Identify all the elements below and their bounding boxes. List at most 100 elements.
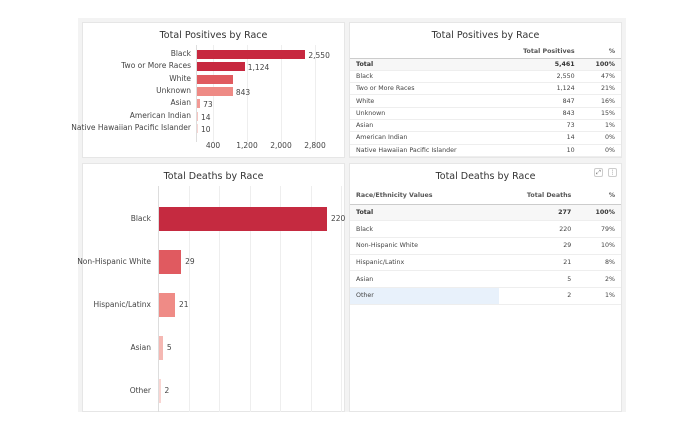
table-cell: 2%: [605, 275, 615, 283]
table-row: Black 220 79%: [350, 221, 621, 238]
chart-title: Total Positives by Race: [159, 30, 268, 41]
category-label: Asian: [170, 98, 191, 108]
gridline: [188, 186, 190, 412]
category-label: White: [169, 73, 191, 83]
table-cell: 277: [558, 208, 572, 216]
deaths-table: Race/Ethnicity Values Total Deaths% Total 2…: [350, 187, 621, 305]
table-cell: 5,461: [554, 60, 575, 68]
category-label: Unknown: [156, 85, 191, 95]
table-cell: 29: [563, 242, 572, 250]
data-label: 843: [235, 87, 251, 97]
table-cell: Other: [350, 287, 500, 305]
table-cell: 47%: [601, 72, 615, 80]
table-cell: Total: [356, 60, 374, 68]
y-axis-line: [158, 186, 159, 412]
gridline: [341, 186, 343, 412]
table-row: Other 2 1%: [350, 287, 621, 305]
kebab-menu-icon[interactable]: ⋮: [608, 168, 617, 177]
gridline: [247, 45, 248, 142]
gridline: [280, 186, 282, 412]
x-tick-label: 2,800: [304, 141, 326, 150]
table-cell: Unknown: [356, 109, 386, 117]
gridline: [219, 186, 221, 412]
data-label: 2,550: [308, 51, 330, 60]
table-cell: Asian: [356, 275, 374, 283]
bar: [197, 62, 245, 72]
x-tick-label: 2,000: [270, 141, 292, 150]
gridline: [315, 45, 316, 142]
bar: [197, 123, 198, 133]
table-cell: 14: [566, 134, 575, 142]
data-label: 21: [179, 300, 189, 309]
column-header-label: [350, 45, 499, 58]
table-header-row: Total Positives%: [350, 45, 621, 58]
category-label: Hispanic/Latinx: [93, 300, 151, 309]
table-row: Native Hawaiian Pacific Islander 10 0%: [350, 144, 621, 157]
category-label: Two or More Races: [121, 61, 191, 71]
table-row: American Indian 14 0%: [350, 132, 621, 145]
table-row: Unknown 843 15%: [350, 107, 621, 120]
table-cell: Native Hawaiian Pacific Islander: [356, 146, 457, 154]
table-cell: 100%: [595, 60, 615, 68]
table-cell: Hispanic/Latinx: [356, 258, 405, 266]
table-title: Total Positives by Race: [431, 30, 540, 41]
table-cell: 79%: [601, 225, 615, 233]
category-label: Black: [130, 214, 151, 223]
table-cell: 2,550: [556, 72, 575, 80]
expand-icon[interactable]: ⤢: [594, 168, 603, 177]
data-label: 29: [185, 257, 195, 266]
table-cell: 1%: [605, 122, 615, 130]
table-cell: 0%: [605, 134, 615, 142]
x-tick-label: 1,200: [236, 141, 258, 150]
y-axis-line: [196, 45, 197, 142]
table-cell: White: [356, 97, 375, 105]
x-tick-label: 400: [205, 141, 221, 150]
table-header-row: Race/Ethnicity Values Total Deaths%: [350, 187, 621, 204]
bar: [159, 207, 327, 231]
data-label: 220: [331, 214, 346, 223]
table-title: Total Deaths by Race: [435, 171, 536, 182]
table-cell: 10: [566, 146, 575, 154]
table-cell: 0%: [605, 146, 615, 154]
total-row: Total 277 100%: [350, 204, 621, 221]
data-label: 5: [166, 343, 172, 352]
table-cell: Black: [356, 72, 374, 80]
column-header: %: [608, 47, 615, 55]
bar: [197, 99, 201, 109]
category-label: Black: [170, 49, 191, 58]
category-label: Native Hawaiian Pacific Islander: [71, 122, 191, 132]
category-label: American Indian: [129, 110, 191, 120]
positives-table-panel: Total Positives by Race Total Positives%…: [349, 22, 622, 158]
table-cell: 100%: [595, 208, 615, 216]
table-row: Hispanic/Latinx 21 8%: [350, 254, 621, 271]
table-cell: 5: [567, 275, 572, 283]
data-label: 14: [201, 112, 211, 122]
table-row: White 847 16%: [350, 95, 621, 108]
bar: [159, 336, 163, 360]
gridline: [310, 186, 312, 412]
table-cell: 2: [567, 292, 572, 300]
deaths-table-panel: Total Deaths by Race ⤢ ⋮ Race/Ethnicity …: [349, 163, 622, 412]
bar: [197, 86, 233, 96]
table-cell: 8%: [605, 258, 615, 266]
table-row: Asian 73 1%: [350, 119, 621, 132]
positives-table: Total Positives% Total 5,461 100% Black 2,550…: [350, 45, 621, 157]
table-cell: 847: [562, 97, 575, 105]
column-header-label: Race/Ethnicity Values: [356, 191, 433, 199]
gridline: [249, 186, 251, 412]
data-label: 2: [164, 386, 170, 395]
table-cell: Black: [356, 225, 374, 233]
table-row: Non-Hispanic White 29 10%: [350, 237, 621, 255]
bar: [197, 74, 233, 84]
table-cell: 1,124: [556, 85, 575, 93]
table-cell: 10%: [601, 242, 615, 250]
category-label: Non-Hispanic White: [77, 257, 151, 266]
column-header: %: [608, 191, 615, 199]
table-cell: American Indian: [356, 134, 408, 142]
table-cell: 21: [563, 258, 572, 266]
column-header: Total Positives: [523, 47, 575, 55]
bar: [159, 293, 176, 317]
category-label: Other: [129, 386, 151, 395]
bar: [197, 111, 198, 121]
table-cell: 21%: [601, 85, 615, 93]
